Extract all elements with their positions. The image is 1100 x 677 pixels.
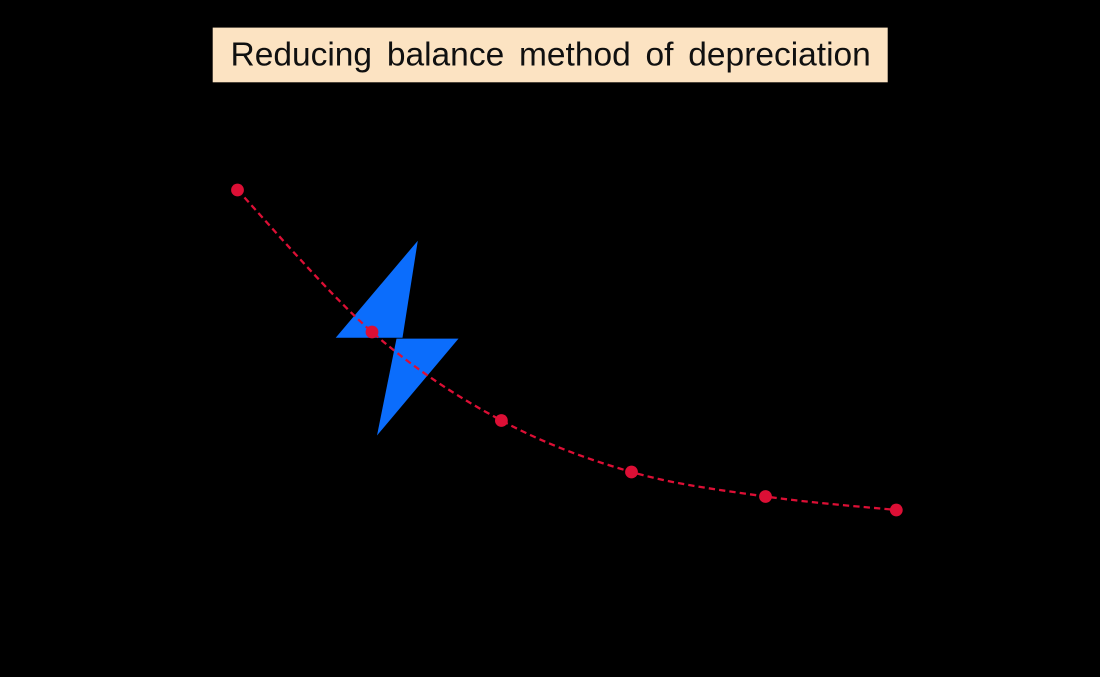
svg-text:Reducing balance method of dep: Reducing balance method of depreciation <box>231 37 871 74</box>
